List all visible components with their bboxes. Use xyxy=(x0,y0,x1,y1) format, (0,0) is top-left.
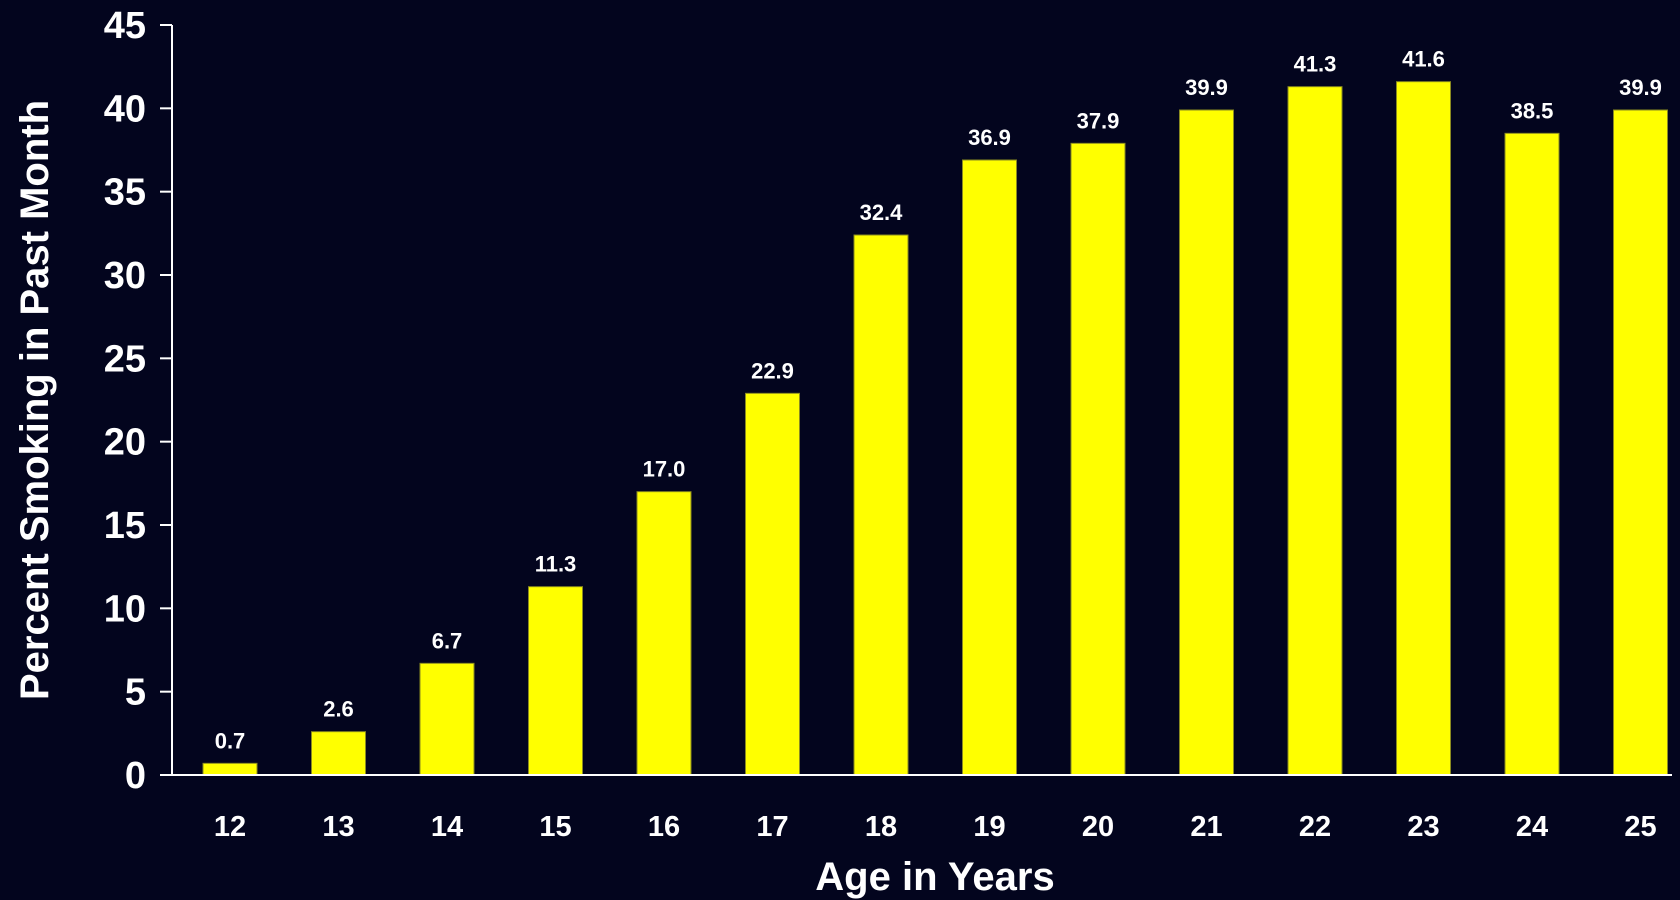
x-tick-label: 24 xyxy=(1516,811,1548,843)
data-label: 6.7 xyxy=(432,628,463,653)
data-label: 39.9 xyxy=(1619,75,1662,100)
y-tick-label: 35 xyxy=(104,172,146,214)
data-label: 36.9 xyxy=(968,125,1011,150)
x-tick-label: 13 xyxy=(322,811,354,843)
bar-age-12 xyxy=(202,762,258,776)
y-tick-label: 15 xyxy=(104,505,146,547)
bar-age-18 xyxy=(853,234,909,776)
y-tick-label: 10 xyxy=(104,588,146,630)
bar-age-20 xyxy=(1070,142,1126,776)
bar-age-15 xyxy=(528,586,583,776)
data-label: 2.6 xyxy=(323,697,354,722)
y-tick-label: 30 xyxy=(104,255,146,297)
y-tick-label: 20 xyxy=(104,422,146,464)
y-tick-label: 25 xyxy=(104,338,146,380)
bar-age-19 xyxy=(962,159,1017,776)
y-tick-label: 45 xyxy=(104,5,146,47)
x-tick-label: 21 xyxy=(1190,811,1222,843)
x-tick-label: 19 xyxy=(973,811,1005,843)
x-axis-title: Age in Years xyxy=(815,855,1054,899)
x-tick-label: 16 xyxy=(648,811,680,843)
x-tick-label: 23 xyxy=(1407,811,1439,843)
bar-age-22 xyxy=(1287,86,1343,776)
bars xyxy=(202,81,1668,776)
x-tick-label: 22 xyxy=(1299,811,1331,843)
x-tick-label: 17 xyxy=(756,811,788,843)
data-labels: 0.7 2.6 6.7 11.3 17.0 22.9 32.4 36.9 37.9 39.9 41.… xyxy=(215,47,1662,754)
data-label: 17.0 xyxy=(643,457,686,482)
bar-age-17 xyxy=(745,392,800,776)
x-tick-label: 25 xyxy=(1624,811,1656,843)
data-label: 37.9 xyxy=(1077,108,1120,133)
data-label: 41.6 xyxy=(1402,47,1445,72)
data-label: 41.3 xyxy=(1294,52,1337,77)
y-tick-label: 40 xyxy=(104,88,146,130)
y-tick-label: 5 xyxy=(125,672,146,714)
bar-age-25 xyxy=(1613,109,1668,776)
x-tick-label: 14 xyxy=(431,811,463,843)
data-label: 39.9 xyxy=(1185,75,1228,100)
y-tick-label: 0 xyxy=(125,755,146,797)
bar-age-24 xyxy=(1504,132,1560,776)
bar-age-14 xyxy=(419,662,475,776)
x-tick-label: 12 xyxy=(214,811,246,843)
data-label: 32.4 xyxy=(860,200,904,225)
bar-age-16 xyxy=(636,491,692,776)
data-label: 38.5 xyxy=(1511,98,1554,123)
bar-age-23 xyxy=(1396,81,1451,776)
bar-age-21 xyxy=(1179,109,1234,776)
y-axis-title: Percent Smoking in Past Month xyxy=(13,100,57,700)
x-tick-label: 20 xyxy=(1082,811,1114,843)
x-tick-label: 18 xyxy=(865,811,897,843)
data-label: 0.7 xyxy=(215,728,246,753)
y-axis-ticks: 0 5 10 15 20 25 30 35 40 45 xyxy=(104,5,172,797)
bar-age-13 xyxy=(311,731,366,776)
data-label: 22.9 xyxy=(751,358,794,383)
x-axis-tick-labels: 12 13 14 15 16 17 18 19 20 21 22 23 24 25 xyxy=(214,811,1657,843)
x-tick-label: 15 xyxy=(539,811,571,843)
data-label: 11.3 xyxy=(535,552,577,577)
